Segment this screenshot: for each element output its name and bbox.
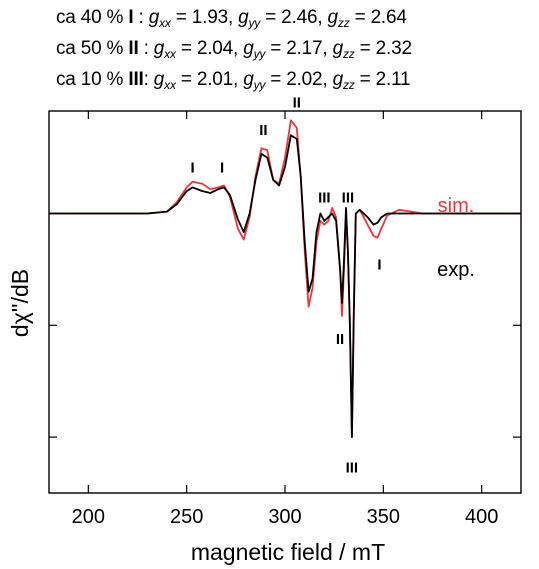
y-axis-label: dχ''/dB — [7, 269, 33, 337]
header-share: ca 50 % — [56, 38, 124, 59]
peak-label: I — [377, 256, 381, 273]
header-share: ca 40 % — [56, 7, 124, 28]
exp-spectrum-line — [49, 134, 521, 439]
header-gyy: 2.17 — [286, 38, 323, 59]
header-gxx: 2.01 — [196, 69, 234, 90]
header-species-label: III — [128, 69, 144, 90]
header-species-label: I — [128, 7, 134, 28]
x-tick-label: 200 — [72, 506, 105, 528]
peak-label: III — [346, 460, 359, 477]
spectrum-lines — [49, 119, 521, 439]
x-tick-labels: 200 250 300 350 400 — [72, 506, 499, 528]
header-line-2: ca 50 % II : gxx = 2.04, gyy = 2.17, gzz… — [56, 38, 412, 61]
header-gzz: 2.32 — [375, 38, 412, 59]
peak-label: III — [342, 189, 355, 206]
peak-label: II — [336, 331, 344, 348]
x-tick-label: 400 — [465, 506, 498, 528]
x-axis-label: magnetic field / mT — [191, 539, 385, 565]
header-line-1: ca 40 % I : gxx = 1.93, gyy = 2.46, gzz … — [56, 7, 407, 30]
header-gzz: 2.11 — [375, 69, 411, 90]
legend-sim-label: sim. — [438, 195, 475, 217]
header-gxx: 2.04 — [196, 38, 234, 59]
header-gzz: 2.64 — [370, 7, 407, 28]
header-species-label: II — [128, 38, 139, 59]
sim-spectrum-line — [49, 119, 521, 439]
x-tick-label: 350 — [367, 506, 400, 528]
legend-exp-label: exp. — [437, 259, 475, 281]
peak-label: II — [293, 94, 301, 111]
peak-label: II — [259, 122, 267, 139]
header-share: ca 10 % — [56, 69, 124, 90]
header-gxx: 1.93 — [191, 7, 228, 28]
peak-label: I — [190, 159, 194, 176]
peak-label: III — [318, 189, 331, 206]
header-gyy: 2.02 — [286, 69, 323, 90]
x-tick-label: 300 — [268, 506, 301, 528]
header-line-3: ca 10 % III: gxx = 2.01, gyy = 2.02, gzz… — [56, 69, 411, 92]
axis-ticks — [49, 111, 521, 493]
peak-label: I — [220, 159, 224, 176]
header-gyy: 2.46 — [281, 7, 318, 28]
x-tick-label: 250 — [170, 506, 203, 528]
